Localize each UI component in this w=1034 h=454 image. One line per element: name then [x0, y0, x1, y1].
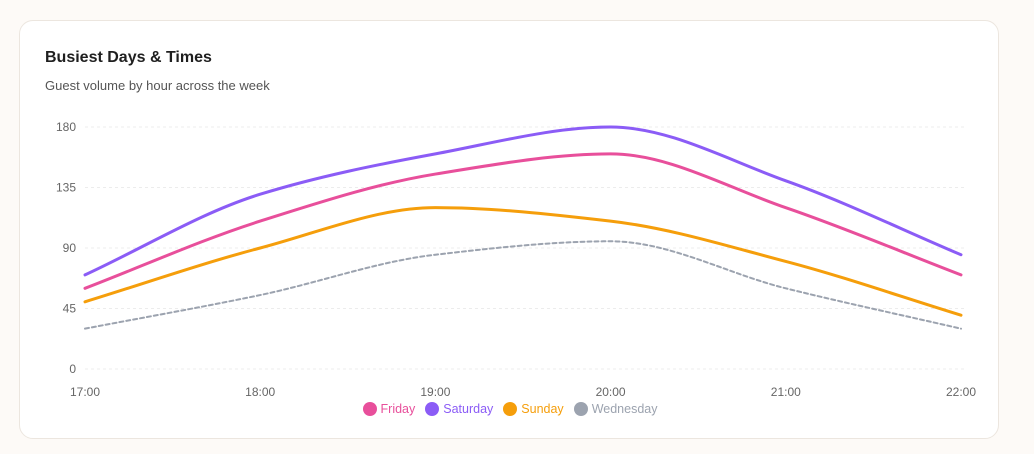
series-line-sunday	[83, 206, 963, 317]
legend-label: Friday	[380, 402, 416, 416]
legend-item-friday[interactable]: Friday	[362, 402, 416, 416]
x-axis: 17:00 18:00 19:00 20:00 21:00 22:00	[70, 385, 976, 399]
y-tick-label: 0	[69, 362, 76, 376]
series-lines	[83, 125, 963, 330]
y-tick-label: 135	[56, 181, 76, 195]
legend-item-saturday[interactable]: Saturday	[425, 402, 493, 416]
x-tick-label: 19:00	[420, 385, 450, 399]
legend-label: Wednesday	[591, 402, 658, 416]
grid-lines	[85, 126, 966, 370]
y-tick-label: 180	[56, 120, 76, 134]
y-axis: 0 45 90 135 180	[56, 120, 76, 376]
legend-item-wednesday[interactable]: Wednesday	[573, 402, 658, 416]
legend-label: Sunday	[521, 402, 564, 416]
chart-subtitle: Guest volume by hour across the week	[45, 78, 270, 93]
x-tick-label: 20:00	[596, 385, 626, 399]
chart-legend: Friday Saturday Sunday Wednesday	[20, 402, 1000, 416]
series-line-friday	[83, 152, 963, 290]
legend-swatch	[362, 402, 377, 416]
y-tick-label: 45	[63, 302, 77, 316]
legend-label: Saturday	[443, 402, 494, 416]
line-chart: 0 45 90 135 180 17:00 18:00 19:00 20:00 21:00 22:…	[56, 120, 976, 399]
legend-swatch	[425, 402, 440, 416]
legend-swatch	[573, 402, 588, 416]
x-tick-label: 21:00	[771, 385, 801, 399]
series-line-wednesday	[84, 240, 962, 330]
chart-title: Busiest Days & Times	[45, 49, 212, 66]
legend-item-sunday[interactable]: Sunday	[503, 402, 564, 416]
series-line-saturday	[83, 125, 963, 277]
legend-swatch	[503, 402, 518, 416]
chart-card: Busiest Days & Times Guest volume by hou…	[19, 20, 999, 439]
x-tick-label: 22:00	[946, 385, 976, 399]
x-tick-label: 17:00	[70, 385, 100, 399]
y-tick-label: 90	[63, 241, 77, 255]
x-tick-label: 18:00	[245, 385, 275, 399]
